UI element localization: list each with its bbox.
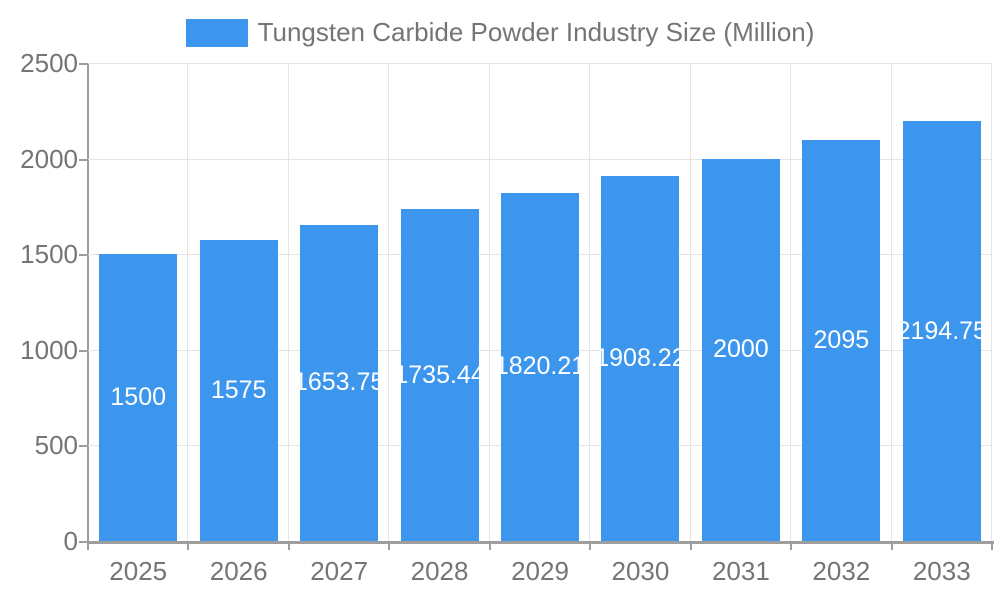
- x-tick-label: 2030: [611, 556, 670, 586]
- y-tick-mark: [79, 254, 88, 257]
- bar-value-label: 2000: [713, 335, 769, 364]
- x-tick-label: 2027: [310, 556, 369, 586]
- bar-2027: 1653.75: [300, 224, 379, 541]
- x-tick-mark: [488, 541, 491, 550]
- y-tick-label: 500: [34, 430, 78, 461]
- bar-2031: 2000: [701, 158, 780, 541]
- y-tick-label: 1000: [20, 334, 78, 365]
- bar-value-label: 1500: [110, 383, 167, 412]
- bar-2025: 1500: [99, 254, 178, 541]
- y-tick-label: 1500: [20, 239, 78, 270]
- y-tick-label: 2500: [20, 48, 78, 78]
- v-gridline: [790, 63, 792, 541]
- bar-2030: 1908.22: [601, 176, 680, 541]
- x-tick-mark: [589, 541, 592, 550]
- y-tick-label: 2000: [20, 143, 78, 174]
- y-tick-label: 0: [63, 526, 78, 556]
- x-tick-label: 2028: [410, 556, 469, 586]
- y-tick-mark: [79, 541, 88, 543]
- v-gridline: [187, 63, 189, 541]
- y-tick-mark: [79, 349, 88, 352]
- v-gridline: [388, 63, 390, 541]
- x-tick-mark: [790, 541, 793, 550]
- x-tick-mark: [991, 541, 993, 550]
- bar-2026: 1575: [199, 239, 278, 541]
- x-tick-label: 2026: [209, 556, 268, 586]
- v-gridline: [890, 63, 892, 541]
- chart-legend-item[interactable]: Tungsten Carbide Powder Industry Size (M…: [0, 17, 1000, 48]
- x-tick-mark: [689, 541, 692, 550]
- v-gridline: [689, 63, 691, 541]
- v-gridline: [287, 63, 289, 541]
- bar-2033: 2194.75: [902, 121, 981, 541]
- plot-area: 1500 1575 1653.75 1735.44 1820.21 1908.22 2000…: [88, 63, 992, 541]
- x-tick-mark: [890, 541, 893, 550]
- h-gridline: [88, 158, 992, 160]
- legend-swatch-icon: [185, 18, 248, 47]
- x-tick-mark: [87, 541, 89, 550]
- bar-2028: 1735.44: [400, 209, 479, 541]
- bar-value-label: 1820.21: [501, 352, 579, 381]
- v-gridline: [488, 63, 490, 541]
- bar-value-label: 1575: [210, 375, 267, 404]
- bar-value-label: 1653.75: [300, 368, 379, 397]
- x-tick-label: 2032: [812, 556, 871, 586]
- h-gridline: [88, 63, 992, 64]
- bar-2029: 1820.21: [501, 192, 579, 541]
- x-tick-label: 2025: [109, 556, 168, 586]
- v-gridline: [991, 63, 992, 541]
- y-tick-mark: [79, 445, 88, 448]
- bar-value-label: 2095: [813, 326, 870, 355]
- v-gridline: [589, 63, 591, 541]
- x-tick-mark: [388, 541, 391, 550]
- x-tick-label: 2033: [912, 556, 971, 586]
- bar-value-label: 1735.44: [400, 360, 479, 389]
- x-tick-label: 2031: [711, 556, 770, 586]
- y-tick-mark: [79, 158, 88, 161]
- x-tick-mark: [187, 541, 190, 550]
- x-tick-label: 2029: [511, 556, 569, 586]
- x-tick-mark: [287, 541, 290, 550]
- legend-label: Tungsten Carbide Powder Industry Size (M…: [257, 17, 815, 47]
- bar-value-label: 2194.75: [902, 316, 981, 345]
- bar-2032: 2095: [802, 140, 881, 541]
- y-tick-mark: [79, 63, 88, 65]
- y-axis-line: [87, 63, 89, 550]
- x-axis-line: [88, 541, 994, 544]
- bar-value-label: 1908.22: [601, 344, 680, 373]
